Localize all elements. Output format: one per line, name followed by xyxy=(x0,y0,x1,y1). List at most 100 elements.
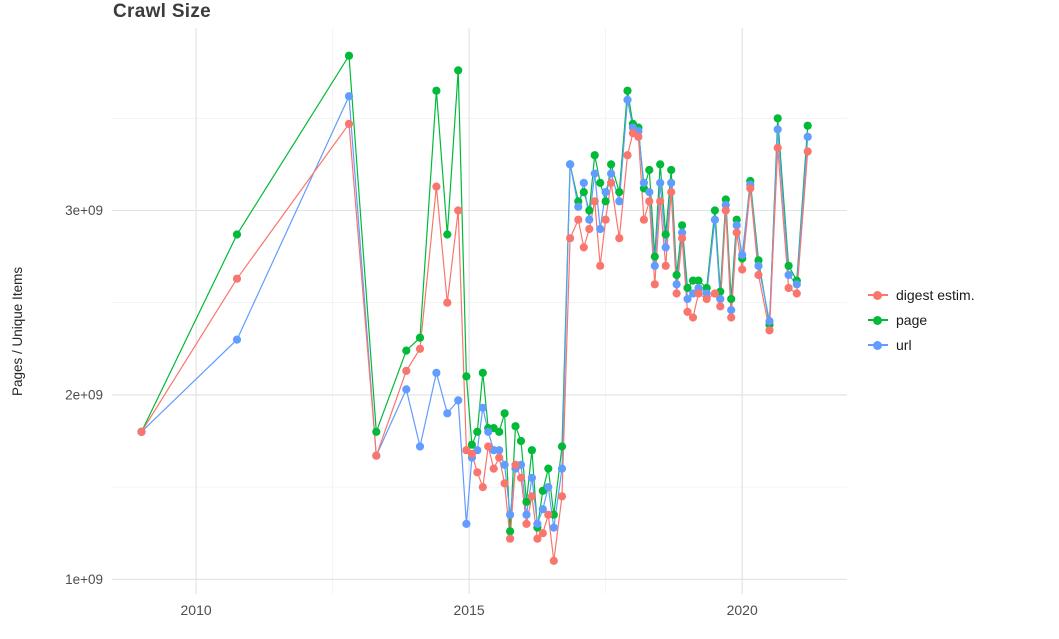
data-point-page xyxy=(516,436,526,446)
data-point-url xyxy=(402,385,411,394)
chart-title: Crawl Size xyxy=(113,1,212,22)
data-point-url xyxy=(784,270,793,280)
series-line-digest xyxy=(140,122,809,561)
data-point-digest xyxy=(544,510,553,519)
data-point-digest xyxy=(402,366,411,375)
data-point-page xyxy=(656,160,665,169)
legend-key-digest-icon xyxy=(868,289,888,302)
legend-label-page: page xyxy=(896,312,928,328)
data-point-digest xyxy=(372,451,381,460)
data-point-url xyxy=(607,169,616,178)
data-point-url xyxy=(484,427,493,436)
data-point-page xyxy=(473,427,482,436)
data-point-digest xyxy=(454,206,463,215)
y-tick-label: 1e+09 xyxy=(65,572,103,587)
data-point-digest xyxy=(484,442,493,451)
legend-item-digest: digest estim. xyxy=(868,287,975,303)
y-tick-label: 2e+09 xyxy=(65,387,103,402)
data-point-page xyxy=(232,230,242,239)
data-point-digest xyxy=(683,307,692,316)
data-point-url xyxy=(344,92,354,101)
legend-item-page: page xyxy=(868,312,975,328)
data-point-page xyxy=(661,230,670,239)
data-point-digest xyxy=(533,534,542,543)
y-axis-label: Pages / Unique Items xyxy=(10,266,25,396)
data-point-digest xyxy=(527,492,537,501)
data-point-digest xyxy=(590,197,599,206)
data-point-page xyxy=(667,165,676,175)
data-point-url xyxy=(650,261,659,270)
data-point-page xyxy=(803,121,812,130)
data-point-digest xyxy=(678,234,687,243)
data-point-url xyxy=(683,294,692,304)
data-point-url xyxy=(549,523,558,532)
data-point-page xyxy=(372,427,381,436)
data-point-page xyxy=(454,66,463,75)
data-point-url xyxy=(538,505,547,514)
data-point-url xyxy=(601,188,610,197)
data-point-page xyxy=(615,188,624,197)
data-point-url xyxy=(527,473,537,482)
data-point-page xyxy=(645,165,654,175)
data-point-page xyxy=(585,206,594,215)
data-point-digest xyxy=(137,427,146,436)
legend-dot-swatch xyxy=(873,315,882,325)
data-point-url xyxy=(596,224,605,234)
data-point-digest xyxy=(738,265,747,274)
data-point-digest xyxy=(585,224,594,234)
data-point-page xyxy=(522,497,531,506)
data-point-page xyxy=(506,527,515,536)
data-point-url xyxy=(495,446,504,455)
data-point-page xyxy=(773,114,782,123)
data-point-page xyxy=(557,442,567,451)
data-point-url xyxy=(623,95,632,104)
data-point-digest xyxy=(727,313,736,322)
data-point-url xyxy=(478,403,487,412)
data-point-url xyxy=(615,197,624,206)
data-point-digest xyxy=(656,197,665,206)
data-point-digest xyxy=(792,289,801,298)
y-tick-label: 3e+09 xyxy=(65,203,103,218)
data-point-url xyxy=(533,519,542,529)
data-point-digest xyxy=(596,261,605,270)
data-point-url xyxy=(727,306,736,315)
data-point-digest xyxy=(716,302,725,311)
data-point-page xyxy=(402,346,411,355)
data-point-digest xyxy=(639,215,649,224)
data-point-page xyxy=(623,86,632,95)
data-point-digest xyxy=(415,344,425,353)
data-point-digest xyxy=(634,132,643,141)
data-point-url xyxy=(506,510,515,519)
data-point-url xyxy=(415,442,425,451)
data-point-url xyxy=(672,280,681,289)
data-point-digest xyxy=(506,534,515,543)
data-point-page xyxy=(443,230,452,239)
data-point-url xyxy=(667,178,676,187)
x-tick-label: 2010 xyxy=(181,602,212,618)
data-point-page xyxy=(694,276,703,285)
data-point-page xyxy=(678,221,687,230)
data-point-digest xyxy=(511,460,520,469)
data-point-digest xyxy=(784,283,793,293)
data-point-digest xyxy=(672,289,681,298)
data-point-digest xyxy=(538,529,547,538)
data-point-digest xyxy=(607,178,616,187)
data-point-page xyxy=(478,368,487,377)
data-point-digest xyxy=(473,468,482,477)
data-point-page xyxy=(467,440,476,449)
data-point-url xyxy=(557,464,567,473)
data-point-page xyxy=(527,446,537,455)
data-point-digest xyxy=(765,326,774,335)
data-point-page xyxy=(727,294,736,304)
data-point-url xyxy=(754,261,763,270)
data-point-url xyxy=(585,215,594,224)
data-point-digest xyxy=(579,243,588,252)
data-point-url xyxy=(500,460,509,469)
data-point-page xyxy=(683,283,692,293)
data-point-url xyxy=(792,280,801,289)
data-point-url xyxy=(544,483,553,492)
data-point-digest xyxy=(432,182,441,191)
legend-key-page-icon xyxy=(868,314,888,327)
